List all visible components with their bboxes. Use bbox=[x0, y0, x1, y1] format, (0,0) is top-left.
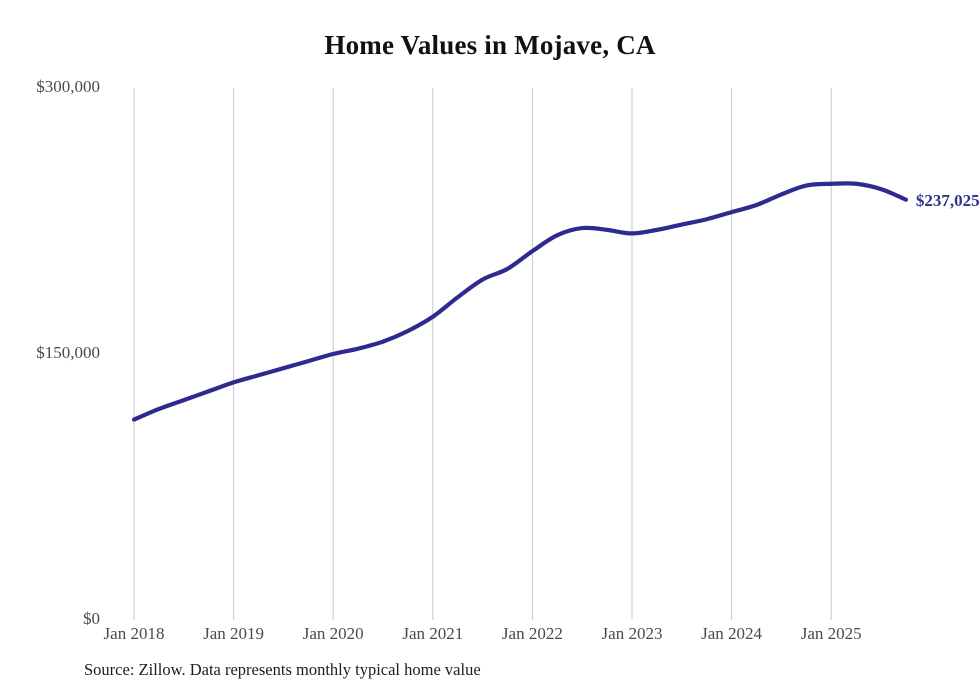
end-value-annotation: $237,025 bbox=[915, 190, 980, 210]
gridlines-group bbox=[133, 88, 832, 620]
source-note: Source: Zillow. Data represents monthly … bbox=[84, 660, 481, 679]
x-tick-label-4: Jan 2022 bbox=[501, 624, 563, 643]
x-tick-label-2: Jan 2020 bbox=[302, 624, 364, 643]
x-tick-label-6: Jan 2024 bbox=[701, 624, 763, 643]
data-line-typical-home-value bbox=[131, 181, 908, 422]
x-tick-label-3: Jan 2021 bbox=[402, 624, 464, 643]
x-tick-label-1: Jan 2019 bbox=[203, 624, 265, 643]
data-line-group bbox=[131, 181, 908, 422]
x-tick-label-7: Jan 2025 bbox=[800, 624, 862, 643]
x-tick-label-5: Jan 2023 bbox=[601, 624, 663, 643]
y-tick-label-0: $300,000 bbox=[36, 77, 100, 96]
y-tick-label-2: $0 bbox=[83, 609, 100, 628]
x-tick-label-0: Jan 2018 bbox=[103, 624, 165, 643]
y-tick-label-1: $150,000 bbox=[36, 343, 100, 362]
chart-title: Home Values in Mojave, CA bbox=[324, 30, 656, 60]
